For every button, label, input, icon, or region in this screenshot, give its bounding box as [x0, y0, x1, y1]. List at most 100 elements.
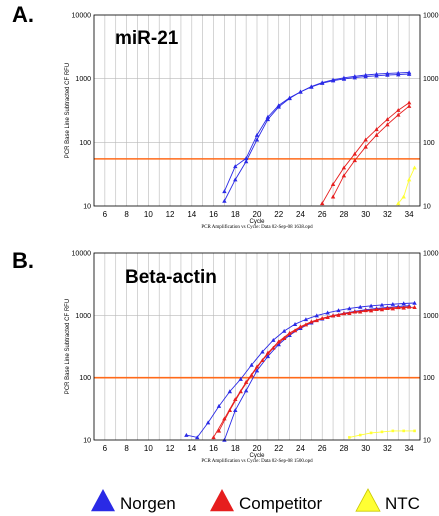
data-point — [341, 165, 347, 170]
legend: Norgen Competitor NTC — [91, 488, 420, 513]
data-point — [303, 317, 309, 322]
x-tick-label: 22 — [274, 210, 283, 219]
panel-letter: A. — [12, 2, 34, 27]
data-point — [276, 104, 281, 109]
data-point — [265, 117, 271, 122]
data-point — [238, 389, 243, 394]
data-point — [401, 305, 406, 310]
x-tick-label: 24 — [296, 210, 305, 219]
plot-frame — [93, 14, 421, 207]
y-tick-label: 1000 — [75, 76, 91, 83]
y-tick-label-right: 10000 — [423, 13, 439, 20]
data-point — [374, 127, 379, 132]
x-tick-label: 32 — [383, 210, 392, 219]
y-tick-label: 10 — [83, 438, 91, 445]
data-point — [271, 337, 276, 342]
data-point — [358, 433, 362, 437]
data-point — [243, 159, 249, 164]
data-point — [314, 313, 319, 318]
data-point — [238, 376, 243, 381]
x-tick-label: 16 — [209, 444, 218, 453]
x-tick-label: 14 — [187, 210, 196, 219]
data-point — [336, 308, 341, 313]
data-point — [363, 72, 368, 77]
data-point — [330, 194, 336, 199]
y-tick-label: 100 — [79, 140, 91, 147]
data-point — [347, 306, 352, 311]
data-point — [368, 308, 374, 313]
data-point — [348, 436, 351, 439]
data-point — [254, 364, 260, 369]
x-tick-label: 8 — [124, 444, 129, 453]
data-point — [390, 306, 396, 311]
data-point — [406, 100, 412, 105]
data-point — [385, 117, 390, 122]
y-tick-label: 10000 — [72, 251, 92, 258]
data-point — [320, 80, 325, 85]
data-point — [374, 71, 379, 76]
y-tick-label: 100 — [79, 375, 91, 382]
data-point — [406, 177, 412, 182]
plot-frame — [93, 252, 421, 441]
x-axis-label: Cycle — [249, 219, 265, 225]
y-tick-label: 10 — [83, 204, 91, 211]
chart-caption: PCR Amplification vs Cycle: Data 02-Sep-… — [201, 459, 313, 464]
x-tick-label: 10 — [144, 444, 153, 453]
data-point — [233, 164, 238, 169]
data-point — [358, 309, 363, 314]
data-point — [276, 342, 281, 347]
data-point — [260, 358, 265, 363]
x-tick-label: 12 — [166, 444, 175, 453]
data-point — [401, 194, 406, 199]
data-point — [341, 173, 347, 178]
legend-marker-norgen — [91, 489, 115, 512]
data-point — [205, 420, 211, 425]
data-point — [352, 74, 357, 79]
data-point — [347, 311, 352, 316]
data-point — [412, 300, 417, 305]
data-point — [358, 304, 363, 309]
data-point — [260, 349, 265, 354]
data-point — [401, 301, 406, 306]
data-point — [243, 388, 249, 393]
data-point — [396, 201, 401, 206]
data-point — [265, 354, 271, 359]
legend-label-competitor: Competitor — [239, 494, 322, 513]
data-point — [216, 428, 222, 433]
data-point — [406, 70, 412, 75]
data-point — [233, 408, 238, 413]
data-point — [281, 328, 287, 333]
data-point — [303, 322, 309, 327]
data-point — [320, 201, 325, 206]
data-point — [227, 408, 233, 413]
data-point — [292, 328, 298, 333]
y-axis-label: PCR Base Line Subtracted CF RFU — [65, 63, 71, 158]
data-point — [184, 432, 189, 437]
y-tick-label-right: 100 — [423, 375, 435, 382]
data-point — [352, 151, 357, 156]
y-tick-label-right: 10 — [423, 204, 431, 211]
data-point — [380, 430, 384, 434]
x-axis-label: Cycle — [249, 453, 265, 459]
data-point — [391, 429, 395, 433]
data-point — [369, 431, 373, 435]
data-point — [271, 345, 276, 350]
legend-label-norgen: Norgen — [120, 494, 176, 513]
data-point — [374, 132, 379, 137]
data-point — [233, 177, 238, 182]
series-line-ntc-5 — [397, 167, 416, 204]
x-tick-label: 30 — [361, 210, 370, 219]
data-point — [363, 144, 368, 149]
target-label: Beta-actin — [125, 267, 217, 288]
legend-marker-competitor — [210, 489, 234, 512]
x-tick-label: 8 — [124, 210, 129, 219]
data-point — [222, 198, 227, 203]
x-tick-label: 34 — [405, 210, 414, 219]
data-point — [341, 75, 347, 80]
y-tick-label-right: 100 — [423, 140, 435, 147]
y-tick-label: 1000 — [75, 313, 91, 320]
data-point — [314, 318, 319, 323]
x-tick-label: 16 — [209, 210, 218, 219]
data-point — [336, 312, 341, 317]
